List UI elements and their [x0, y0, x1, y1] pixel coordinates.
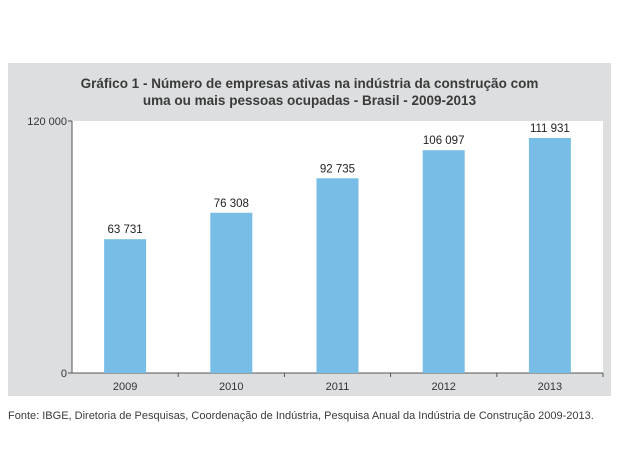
y-tick-label: 120 000	[27, 116, 67, 128]
data-label: 111 931	[530, 123, 570, 135]
chart-title-line-2: uma ou mais pessoas ocupadas - Brasil - …	[142, 93, 477, 108]
bar	[422, 150, 465, 373]
data-label: 92 735	[320, 163, 355, 175]
data-label: 106 097	[423, 135, 465, 147]
bar	[528, 137, 571, 373]
x-tick-label: 2012	[431, 381, 455, 393]
x-tick-label: 2010	[219, 381, 243, 393]
source-note: Fonte: IBGE, Diretoria de Pesquisas, Coo…	[8, 410, 594, 422]
bar	[316, 178, 359, 373]
x-tick-label: 2013	[538, 381, 562, 393]
y-tick-label: 0	[61, 368, 67, 380]
x-tick-label: 2009	[113, 381, 137, 393]
x-tick-label: 2011	[326, 381, 350, 393]
data-label: 76 308	[214, 198, 249, 210]
data-label: 63 731	[108, 224, 143, 236]
bar	[104, 239, 147, 373]
bar	[210, 212, 253, 373]
chart-title: Gráfico 1 - Número de empresas ativas na…	[8, 75, 611, 109]
chart-title-line-1: Gráfico 1 - Número de empresas ativas na…	[80, 76, 539, 91]
